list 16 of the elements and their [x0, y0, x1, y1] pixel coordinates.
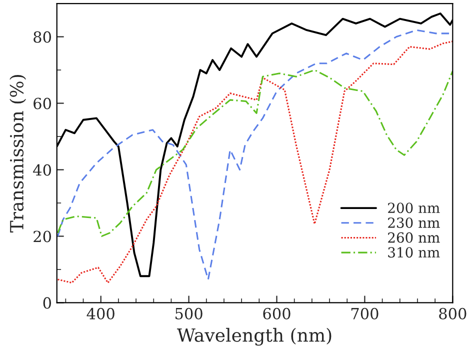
y-tick-label: 40: [33, 164, 52, 176]
legend-label: 260 nm: [388, 232, 440, 243]
legend-label: 230 nm: [388, 217, 440, 228]
x-tick-label: 600: [263, 308, 290, 320]
x-tick-label: 700: [351, 308, 378, 320]
y-axis-title: Transmission (%): [10, 75, 26, 232]
y-tick-label: 20: [34, 230, 52, 242]
x-tick-label: 500: [176, 308, 202, 320]
legend-label: 200 nm: [388, 202, 440, 214]
y-tick-label: 0: [43, 297, 52, 309]
x-axis-title: Wavelength (nm): [176, 328, 332, 346]
y-tick-label: 60: [34, 98, 52, 110]
legend-label: 310 nm: [388, 247, 440, 258]
x-tick-label: 400: [86, 308, 114, 320]
x-tick-label: 800: [439, 308, 466, 320]
y-tick-label: 80: [34, 31, 52, 43]
